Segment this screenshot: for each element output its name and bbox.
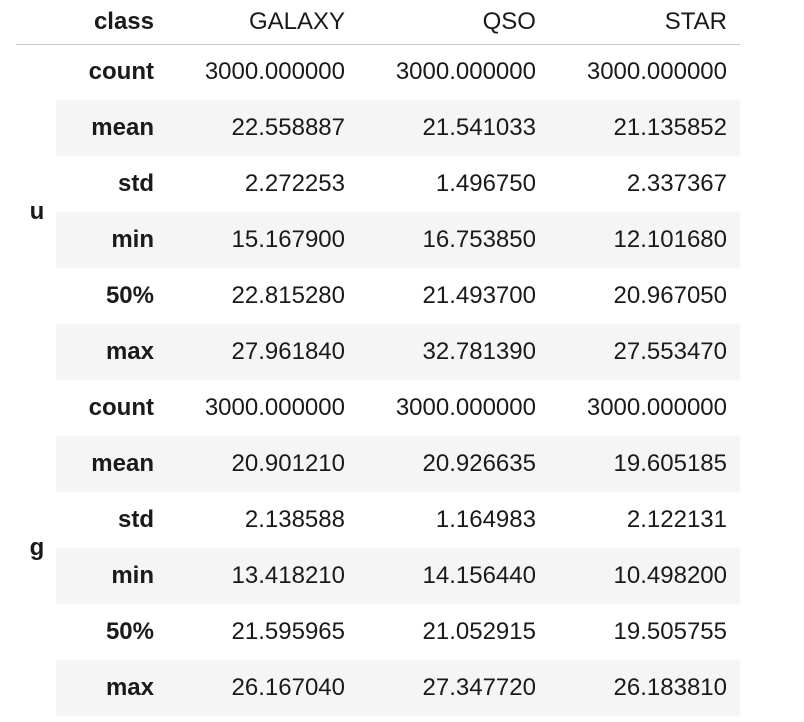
table-row: g count 3000.000000 3000.000000 3000.000… [16, 380, 740, 561]
column-header-galaxy: GALAXY [167, 0, 358, 45]
table-cell: 20.926635 [357, 436, 549, 492]
row-label: count [88, 394, 154, 421]
table-cell: 12.101680 [548, 212, 740, 268]
table-cell: 3000.000000 [204, 58, 345, 86]
table-cell: 15.167900 [167, 212, 358, 268]
table-cell: 1.164983 [435, 506, 536, 533]
table-cell: 22.815280 [231, 282, 345, 309]
table-row: mean 20.901210 20.926635 19.605185 [16, 436, 740, 492]
table-cell: 19.505755 [613, 618, 727, 645]
table-cell: 26.167040 [167, 660, 358, 716]
header-row: class GALAXY QSO STAR [16, 0, 740, 45]
table-row: max 27.961840 32.781390 27.553470 [16, 324, 740, 380]
table-cell: 21.135852 [548, 100, 740, 156]
table-cell: 20.901210 [167, 436, 358, 492]
describe-table: class GALAXY QSO STAR u count 3000.00000… [16, 0, 740, 716]
table-header: class GALAXY QSO STAR [16, 0, 740, 45]
table-cell: 13.418210 [167, 548, 358, 604]
table-cell: 1.496750 [435, 170, 536, 197]
row-label: min [56, 212, 167, 268]
table-cell: 10.498200 [548, 548, 740, 604]
table-cell: 21.493700 [422, 282, 536, 309]
row-label: 50% [105, 618, 154, 645]
table-row: mean 22.558887 21.541033 21.135852 [16, 100, 740, 156]
table-body: u count 3000.000000 3000.000000 3000.000… [16, 44, 740, 716]
table-row: 50% 21.595965 21.052915 19.505755 [16, 604, 740, 660]
table-cell: 3000.000000 [204, 394, 345, 421]
row-label: max [56, 324, 167, 380]
table-cell: 2.122131 [626, 506, 727, 533]
table-row: min 15.167900 16.753850 12.101680 [16, 212, 740, 268]
table-row: u count 3000.000000 3000.000000 3000.000… [16, 44, 740, 225]
table-cell: 32.781390 [357, 324, 549, 380]
row-label: min [56, 548, 167, 604]
row-label: count [88, 58, 154, 86]
row-label: 50% [105, 282, 154, 309]
table-cell: 21.595965 [231, 618, 345, 645]
table-cell: 2.337367 [626, 170, 727, 197]
group-label-u: u [29, 198, 45, 226]
table-cell: 22.558887 [167, 100, 358, 156]
table-cell: 26.183810 [548, 660, 740, 716]
table-cell: 27.961840 [167, 324, 358, 380]
table-row: std 2.272253 1.496750 2.337367 [16, 156, 740, 212]
table-cell: 3000.000000 [586, 58, 727, 86]
table-row: min 13.418210 14.156440 10.498200 [16, 548, 740, 604]
row-label: mean [56, 100, 167, 156]
row-label: mean [56, 436, 167, 492]
table-cell: 27.347720 [357, 660, 549, 716]
table-cell: 21.541033 [357, 100, 549, 156]
table-row: std 2.138588 1.164983 2.122131 [16, 492, 740, 548]
row-label: max [56, 660, 167, 716]
table-row: max 26.167040 27.347720 26.183810 [16, 660, 740, 716]
row-label: std [118, 506, 154, 533]
table-cell: 20.967050 [613, 282, 727, 309]
table-cell: 2.138588 [244, 506, 345, 533]
column-header-star: STAR [548, 0, 740, 45]
table-cell: 21.052915 [422, 618, 536, 645]
table-cell: 14.156440 [357, 548, 549, 604]
table-cell: 27.553470 [548, 324, 740, 380]
row-label: std [118, 170, 154, 197]
table-cell: 16.753850 [357, 212, 549, 268]
table-row: 50% 22.815280 21.493700 20.967050 [16, 268, 740, 324]
index-name-header: class [56, 0, 167, 45]
table-cell: 3000.000000 [395, 394, 536, 421]
table-cell: 19.605185 [548, 436, 740, 492]
table-cell: 3000.000000 [586, 394, 727, 421]
header-corner [16, 0, 57, 45]
table-cell: 2.272253 [244, 170, 345, 197]
column-header-qso: QSO [357, 0, 549, 45]
table-cell: 3000.000000 [395, 58, 536, 86]
group-label-g: g [29, 534, 45, 561]
